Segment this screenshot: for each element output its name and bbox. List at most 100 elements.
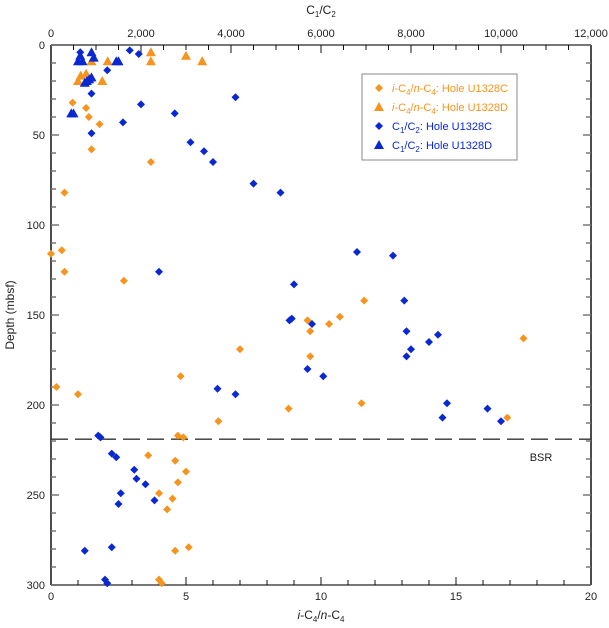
data-point — [173, 478, 182, 487]
data-point — [155, 267, 163, 276]
legend-label: C1​/C2​: Hole U1328C — [392, 121, 492, 135]
data-point — [443, 399, 451, 408]
data-point — [84, 113, 93, 121]
data-point — [60, 188, 69, 197]
legend-marker — [374, 140, 384, 149]
data-point — [157, 579, 166, 588]
data-point — [119, 118, 127, 127]
data-point — [68, 98, 77, 107]
data-point — [200, 147, 208, 156]
data-point — [102, 56, 113, 66]
data-point — [137, 100, 145, 109]
data-point — [57, 246, 66, 255]
data-point — [303, 365, 312, 373]
top-axis-title: C1​/C2​ — [306, 3, 336, 19]
data-point — [213, 384, 222, 393]
data-point — [503, 413, 512, 422]
legend-marker — [375, 122, 383, 130]
bottom-tick-label: 0 — [48, 591, 54, 603]
data-point — [86, 72, 97, 82]
data-point — [231, 390, 240, 399]
data-point — [284, 404, 293, 413]
data-point — [171, 456, 180, 465]
legend-label: i-C4​/n-C4​: Hole U1328C — [392, 83, 508, 97]
data-point — [325, 320, 334, 328]
data-point — [107, 449, 116, 458]
bottom-axis-title: i-C4​/n-C4​ — [298, 608, 346, 624]
data-point — [184, 543, 193, 552]
data-point — [96, 433, 105, 442]
data-point — [134, 50, 143, 58]
data-point — [125, 46, 134, 55]
data-point — [60, 267, 69, 276]
legend-marker — [374, 102, 384, 111]
data-point — [308, 320, 316, 328]
data-point — [97, 76, 108, 85]
data-point — [438, 413, 447, 422]
data-point — [77, 56, 88, 66]
data-point — [402, 352, 411, 361]
data-point — [306, 352, 315, 361]
data-point — [434, 330, 442, 339]
data-point — [285, 316, 294, 325]
y-tick-label: 250 — [27, 490, 45, 502]
data-point — [103, 66, 112, 75]
data-point — [114, 500, 123, 508]
data-point — [163, 505, 172, 514]
data-point — [389, 251, 397, 260]
data-point — [319, 372, 328, 381]
data-point — [353, 248, 361, 256]
y-axis-title: Depth (mbsf) — [3, 280, 17, 349]
data-point — [303, 316, 312, 325]
legend-marker — [375, 84, 383, 92]
data-point — [171, 546, 180, 555]
data-point — [52, 383, 61, 391]
legend-box — [361, 73, 518, 161]
data-point — [87, 145, 96, 154]
data-point — [113, 56, 124, 66]
data-point — [306, 327, 315, 336]
top-tick-label: 2,000 — [127, 28, 155, 40]
data-point — [214, 417, 223, 426]
data-point — [68, 108, 79, 118]
top-tick-label: 6,000 — [307, 28, 335, 40]
legend-label: i-C4​/n-C4​: Hole U1328D — [392, 102, 508, 116]
data-point — [249, 179, 258, 188]
data-point — [144, 451, 153, 460]
y-tick-label: 100 — [27, 220, 45, 232]
data-point — [107, 543, 116, 552]
data-point — [168, 494, 177, 503]
legend-label: C1​/C2​: Hole U1328D — [392, 140, 492, 154]
top-tick-label: 12,000 — [574, 28, 608, 40]
data-point — [290, 280, 298, 289]
top-tick-label: 4,000 — [217, 28, 245, 40]
data-point — [82, 104, 91, 112]
data-point — [400, 296, 409, 305]
data-point — [519, 334, 528, 343]
data-point — [87, 129, 96, 138]
data-point — [182, 467, 190, 476]
data-point — [150, 496, 159, 505]
y-tick-label: 50 — [33, 130, 45, 142]
data-point — [231, 93, 240, 102]
legend: i-C4​/n-C4​: Hole U1328C i-C4​/n-C4​: Hol… — [361, 73, 518, 161]
data-point — [80, 546, 89, 555]
data-point — [130, 465, 139, 474]
y-tick-label: 0 — [39, 40, 45, 52]
data-point — [407, 345, 415, 354]
data-point — [141, 480, 150, 489]
data-point — [116, 489, 125, 498]
data-point — [155, 489, 163, 498]
data-point — [425, 338, 433, 346]
data-point — [132, 474, 141, 483]
data-point — [146, 158, 155, 166]
data-marks — [47, 46, 528, 588]
data-point — [357, 399, 366, 408]
data-point — [170, 109, 179, 118]
data-point — [176, 372, 185, 381]
data-point — [335, 312, 344, 321]
data-point — [112, 453, 121, 462]
data-point — [119, 276, 128, 285]
data-point — [209, 158, 217, 166]
